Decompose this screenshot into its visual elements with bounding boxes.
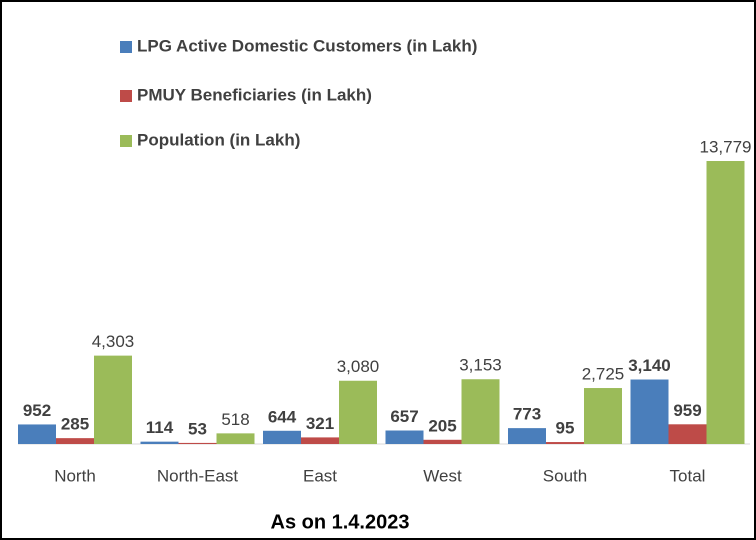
data-label: 53 (188, 419, 207, 438)
x-tick-label: Total (670, 466, 706, 485)
legend-swatch (120, 135, 132, 147)
data-label: 518 (221, 410, 249, 429)
data-label: 3,153 (459, 356, 502, 375)
data-label: 773 (513, 405, 541, 424)
x-tick-label: East (303, 466, 337, 485)
bar (216, 433, 255, 444)
data-label: 959 (673, 401, 701, 420)
bar (140, 441, 179, 444)
bar (339, 380, 377, 444)
legend-label: PMUY Beneficiaries (in Lakh) (137, 85, 372, 104)
x-tick-label: South (543, 466, 587, 485)
data-label: 13,779 (700, 137, 752, 156)
bar (385, 430, 424, 444)
bar (94, 355, 132, 444)
data-label: 114 (146, 418, 174, 437)
bar (706, 161, 745, 444)
bar (178, 442, 217, 444)
bar (461, 379, 500, 444)
bar (546, 442, 584, 444)
chart-title: As on 1.4.2023 (271, 511, 410, 533)
legend-label: Population (in Lakh) (137, 130, 300, 149)
x-tick-label: West (423, 466, 462, 485)
bar (18, 424, 56, 444)
bar (423, 439, 462, 444)
bar (668, 424, 707, 444)
data-label: 657 (390, 407, 418, 426)
bar (508, 428, 546, 444)
data-label: 285 (61, 415, 89, 434)
data-label: 3,080 (337, 357, 380, 376)
bar (263, 430, 301, 444)
legend-swatch (120, 41, 132, 53)
data-label: 321 (306, 414, 334, 433)
data-label: 4,303 (92, 332, 135, 351)
data-label: 644 (268, 407, 297, 426)
x-tick-label: North (54, 466, 96, 485)
x-tick-label: North-East (157, 466, 239, 485)
legend-swatch (120, 90, 132, 102)
bar (301, 437, 339, 444)
bar (56, 438, 94, 444)
legend-label: LPG Active Domestic Customers (in Lakh) (137, 36, 477, 55)
data-label: 2,725 (582, 365, 625, 384)
bar (630, 379, 669, 444)
data-label: 3,140 (628, 356, 671, 375)
bar (584, 388, 622, 444)
data-label: 205 (428, 416, 456, 435)
data-label: 95 (556, 419, 575, 438)
data-label: 952 (23, 401, 51, 420)
